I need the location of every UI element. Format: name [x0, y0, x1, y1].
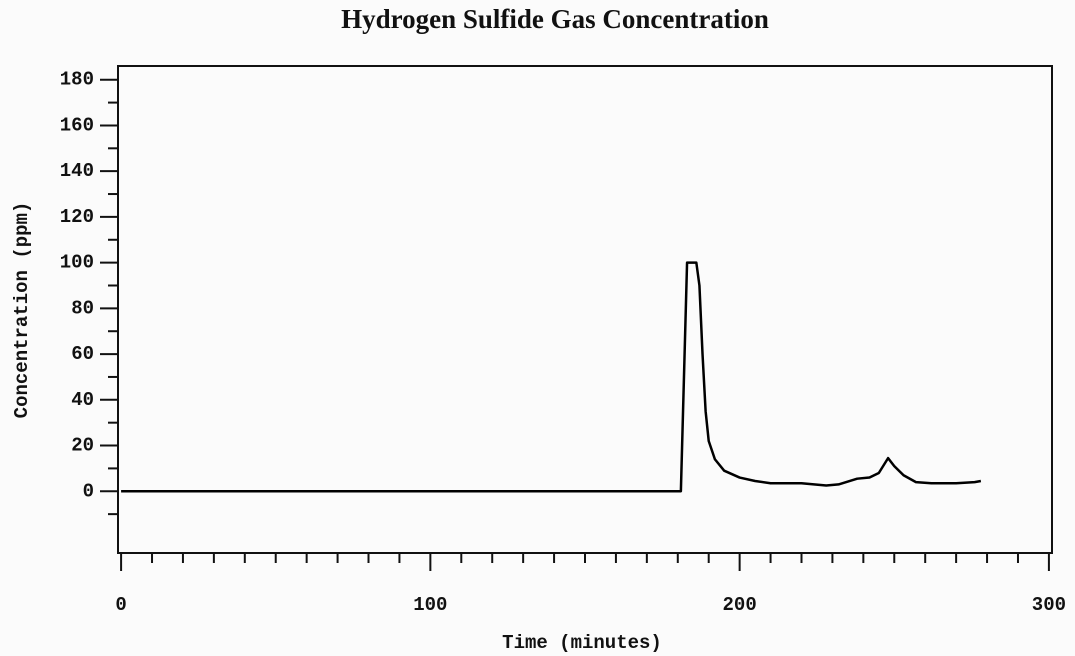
y-tick-label: 20 [71, 435, 94, 457]
x-tick-label: 100 [413, 594, 447, 616]
chart-title: Hydrogen Sulfide Gas Concentration [341, 4, 769, 34]
y-tick-label: 140 [60, 160, 94, 182]
x-tick-label: 300 [1032, 594, 1066, 616]
x-tick-label: 0 [115, 594, 126, 616]
y-tick-label: 180 [60, 69, 94, 91]
y-tick-label: 100 [60, 252, 94, 274]
y-tick-label: 60 [71, 343, 94, 365]
y-tick-label: 80 [71, 297, 94, 319]
y-tick-label: 0 [83, 480, 94, 502]
y-tick-label: 120 [60, 206, 94, 228]
y-tick-label: 160 [60, 114, 94, 136]
y-tick-label: 40 [71, 389, 94, 411]
x-tick-label: 200 [723, 594, 757, 616]
y-axis-label: Concentration (ppm) [11, 202, 33, 419]
x-axis-label: Time (minutes) [502, 632, 662, 654]
data-line [121, 261, 982, 493]
